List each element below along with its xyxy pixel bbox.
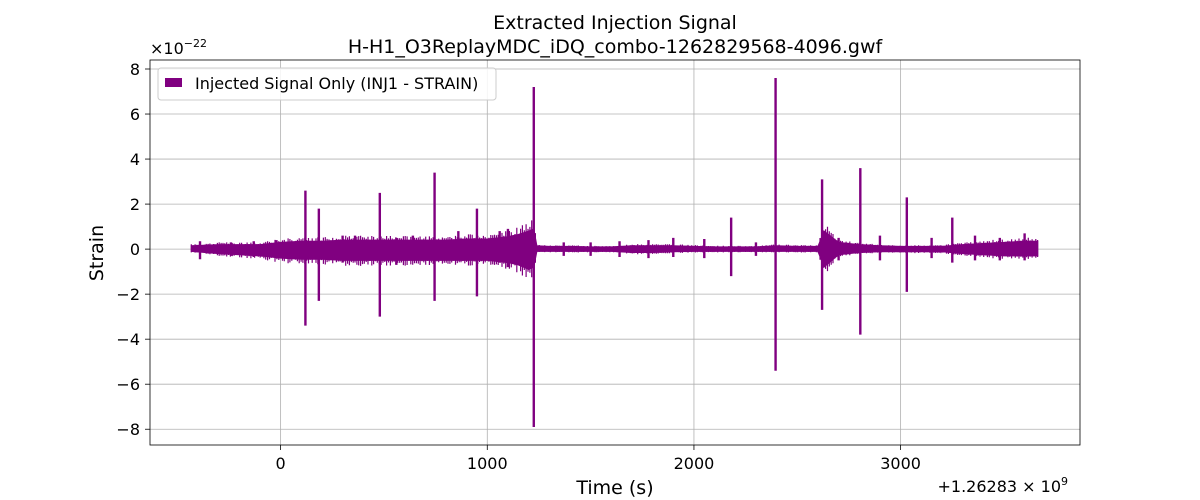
x-offset-exponent: 9 (1061, 475, 1068, 488)
x-axis-offset: +1.26283 × 109 (937, 475, 1068, 496)
y-tick-label: −6 (116, 375, 140, 394)
x-tick-label: 1000 (467, 454, 508, 473)
y-tick-label: 4 (130, 150, 140, 169)
y-tick-label: 8 (130, 60, 140, 79)
legend: Injected Signal Only (INJ1 - STRAIN) (157, 67, 497, 101)
y-tick-label: 0 (130, 240, 140, 259)
legend-label: Injected Signal Only (INJ1 - STRAIN) (195, 74, 478, 93)
y-tick-label: −8 (116, 420, 140, 439)
x-offset-multiplier: × 10 (1017, 477, 1061, 496)
y-multiplier-exponent: −22 (184, 37, 207, 50)
chart-title: Extracted Injection Signal (493, 12, 737, 34)
x-tick-label: 3000 (880, 454, 921, 473)
legend-box (157, 67, 497, 101)
chart-subtitle: H-H1_O3ReplayMDC_iDQ_combo-1262829568-40… (348, 36, 884, 58)
y-tick-label: −2 (116, 285, 140, 304)
plot-frame (149, 59, 1081, 446)
y-tick-label: 6 (130, 105, 140, 124)
x-offset-value: +1.26283 (937, 477, 1017, 496)
x-tick-label: 0 (276, 454, 286, 473)
legend-swatch (165, 78, 182, 87)
x-axis-title: Time (s) (575, 477, 653, 499)
axis-ticks: 0 1000 2000 3000 −8 −6 −4 −2 0 2 4 6 8 (116, 60, 921, 473)
y-axis-title: Strain (86, 225, 108, 281)
y-tick-label: 2 (130, 195, 140, 214)
signal-series (190, 78, 1039, 427)
x-tick-label: 2000 (674, 454, 715, 473)
y-multiplier-base: ×10 (150, 39, 184, 58)
y-axis-multiplier: ×10−22 (150, 37, 207, 58)
y-tick-label: −4 (116, 330, 140, 349)
